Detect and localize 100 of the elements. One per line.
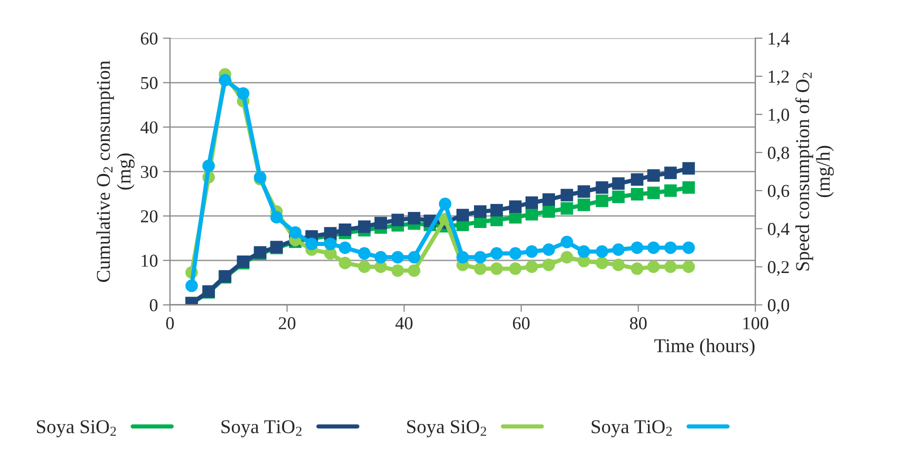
y-tick-label: 30 <box>140 166 158 178</box>
y-tick-label: 10 <box>142 254 158 267</box>
point <box>408 212 420 224</box>
point <box>374 216 387 230</box>
point <box>596 194 608 208</box>
point <box>270 210 283 224</box>
point <box>630 173 644 186</box>
point <box>289 226 302 239</box>
point <box>324 238 337 250</box>
point <box>682 181 695 194</box>
point <box>578 198 590 212</box>
point <box>490 204 503 216</box>
point <box>526 208 538 220</box>
point <box>596 181 608 194</box>
point <box>647 169 660 182</box>
point <box>526 196 538 209</box>
y2-tick-label: 0,0 <box>768 299 790 314</box>
point <box>338 256 352 270</box>
point <box>542 205 555 218</box>
y-axis-title: Cumulative O$_{2}$ consumption (mg) <box>96 60 135 282</box>
point <box>218 74 232 86</box>
point <box>474 262 486 275</box>
point <box>664 241 677 254</box>
y-tick-label: 40 <box>140 121 158 134</box>
point <box>526 245 538 258</box>
point <box>647 241 660 254</box>
x-tick-label: 20 <box>278 317 296 330</box>
point <box>630 262 644 275</box>
point <box>474 205 486 218</box>
point <box>438 198 452 210</box>
y2-tick-label: 0,6 <box>768 184 790 200</box>
point <box>612 243 625 256</box>
y-tick-label: 60 <box>140 32 158 45</box>
x-tick-label: 40 <box>395 317 412 330</box>
point <box>456 250 469 264</box>
y2-tick-label: 0,4 <box>768 222 790 238</box>
point <box>490 262 503 275</box>
x-tick-label: 0 <box>166 317 174 330</box>
x-tick-label: 80 <box>630 317 647 330</box>
point <box>474 250 486 264</box>
point <box>509 200 522 213</box>
y2-tick-label: 1,2 <box>768 70 789 86</box>
point <box>560 202 574 215</box>
point <box>596 256 608 270</box>
point <box>682 260 695 274</box>
legend-label: Soya TiO$_{2}$ <box>222 420 302 438</box>
y-tick-label: 0 <box>150 299 158 312</box>
point <box>358 247 371 260</box>
point <box>526 260 538 274</box>
point <box>305 238 318 250</box>
point <box>338 224 352 236</box>
point <box>509 247 522 260</box>
y2-tick-label: 0,2 <box>768 261 789 276</box>
x-tick-label: 60 <box>512 317 530 330</box>
point <box>664 184 677 197</box>
point <box>542 193 555 206</box>
point <box>647 186 660 200</box>
point <box>542 258 555 272</box>
point <box>612 177 625 190</box>
y-tick-label: 50 <box>141 76 158 90</box>
point <box>578 185 590 198</box>
point <box>202 160 215 172</box>
point <box>338 241 352 254</box>
point <box>358 220 371 233</box>
point <box>391 214 404 226</box>
y2-tick-label: 1,4 <box>768 32 790 48</box>
point <box>664 166 677 180</box>
point <box>596 245 608 258</box>
legend-label: Soya SiO$_{2}$ <box>407 420 486 438</box>
point <box>560 236 574 248</box>
y-tick-label: 20 <box>140 210 158 222</box>
point <box>358 260 371 274</box>
point <box>391 264 404 277</box>
point <box>612 258 625 272</box>
point <box>682 241 695 254</box>
point <box>408 264 420 277</box>
point <box>374 250 387 264</box>
point <box>578 245 590 258</box>
point <box>408 250 420 264</box>
point <box>391 250 404 264</box>
legend-label: Soya SiO$_{2}$ <box>36 420 116 438</box>
point <box>647 260 660 274</box>
point <box>542 243 555 256</box>
point <box>185 280 198 292</box>
point <box>456 208 469 222</box>
legend-label: Soya TiO$_{2}$ <box>592 420 672 438</box>
y2-tick-label: 1,0 <box>768 108 790 124</box>
x-tick-label: 100 <box>743 317 768 330</box>
point <box>630 241 644 254</box>
point <box>630 188 644 200</box>
point <box>612 190 625 204</box>
point <box>236 87 250 100</box>
y2-tick-label: 0,8 <box>768 146 790 162</box>
point <box>560 188 574 202</box>
point <box>560 250 574 264</box>
point <box>682 162 695 175</box>
point <box>664 260 677 274</box>
x-axis-title: Time (hours) <box>654 338 755 356</box>
point <box>509 262 522 275</box>
point <box>490 247 503 260</box>
